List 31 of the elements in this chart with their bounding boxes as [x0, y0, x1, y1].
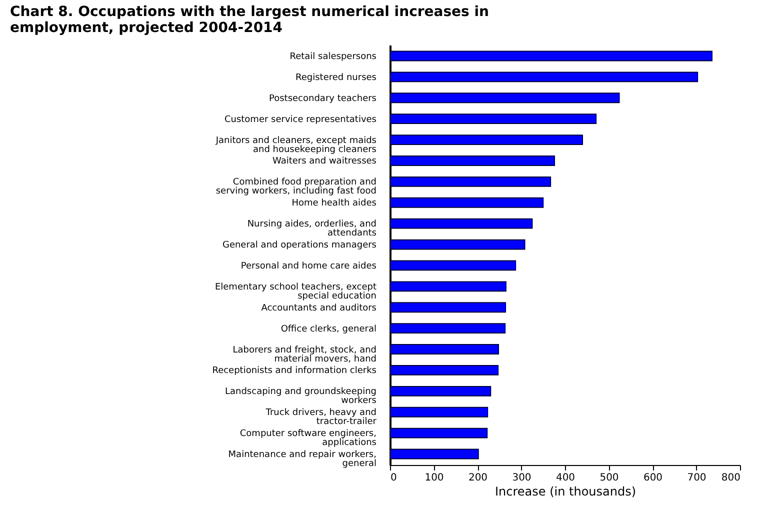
- y-tick-label: Truck drivers, heavy and tractor-trailer: [264, 408, 377, 428]
- y-tick-label: Janitors and cleaners, except maids and housekeeping cleaners: [214, 136, 377, 155]
- y-tick-label: Postsecondary teachers: [269, 94, 377, 104]
- x-tick-label: 100: [424, 472, 444, 484]
- y-tick-label: Retail salespersons: [290, 52, 377, 62]
- y-tick-label: Accountants and auditors: [261, 303, 377, 314]
- text: Chart 8. Occupations with the largest numerical increases in employment, projected 2004-2014: [10, 4, 490, 36]
- y-tick-label: Nursing aides, orderlies, and attendants: [247, 220, 377, 239]
- y-tick-label: Customer service representatives: [224, 114, 377, 125]
- x-tick-label: 0: [390, 472, 397, 484]
- x-tick-label: 400: [556, 472, 576, 484]
- y-tick-label: Maintenance and repair workers, general: [228, 450, 376, 470]
- y-tick-label: Computer software engineers, applications: [240, 429, 377, 448]
- y-tick-label: Waiters and waitresses: [272, 156, 377, 167]
- y-tick-label: Combined food preparation and serving workers, including fast food: [216, 178, 376, 197]
- x-tick-label: 200: [468, 472, 488, 484]
- y-tick-label: Landscaping and groundskeeping workers: [224, 387, 377, 406]
- y-tick-label: Receptionists and information clerks: [212, 366, 377, 376]
- x-tick-label: 800: [721, 472, 740, 484]
- x-tick-label: 300: [512, 472, 532, 484]
- x-axis-title: Increase (in thousands): [494, 484, 636, 498]
- x-tick-label: 700: [687, 472, 706, 484]
- y-tick-label: Office clerks, general: [280, 324, 376, 334]
- y-tick-label: Registered nurses: [296, 72, 377, 83]
- y-tick-label: Laborers and freight, stock, and material movers, hand: [232, 345, 376, 364]
- y-tick-label: Personal and home care aides: [240, 261, 377, 272]
- y-tick-label: Home health aides: [292, 198, 377, 209]
- x-tick-label: 600: [643, 472, 663, 484]
- x-tick-label: 500: [600, 472, 619, 484]
- y-tick-label: General and operations managers: [222, 240, 377, 251]
- y-tick-label: Elementary school teachers, except special education: [214, 282, 377, 302]
